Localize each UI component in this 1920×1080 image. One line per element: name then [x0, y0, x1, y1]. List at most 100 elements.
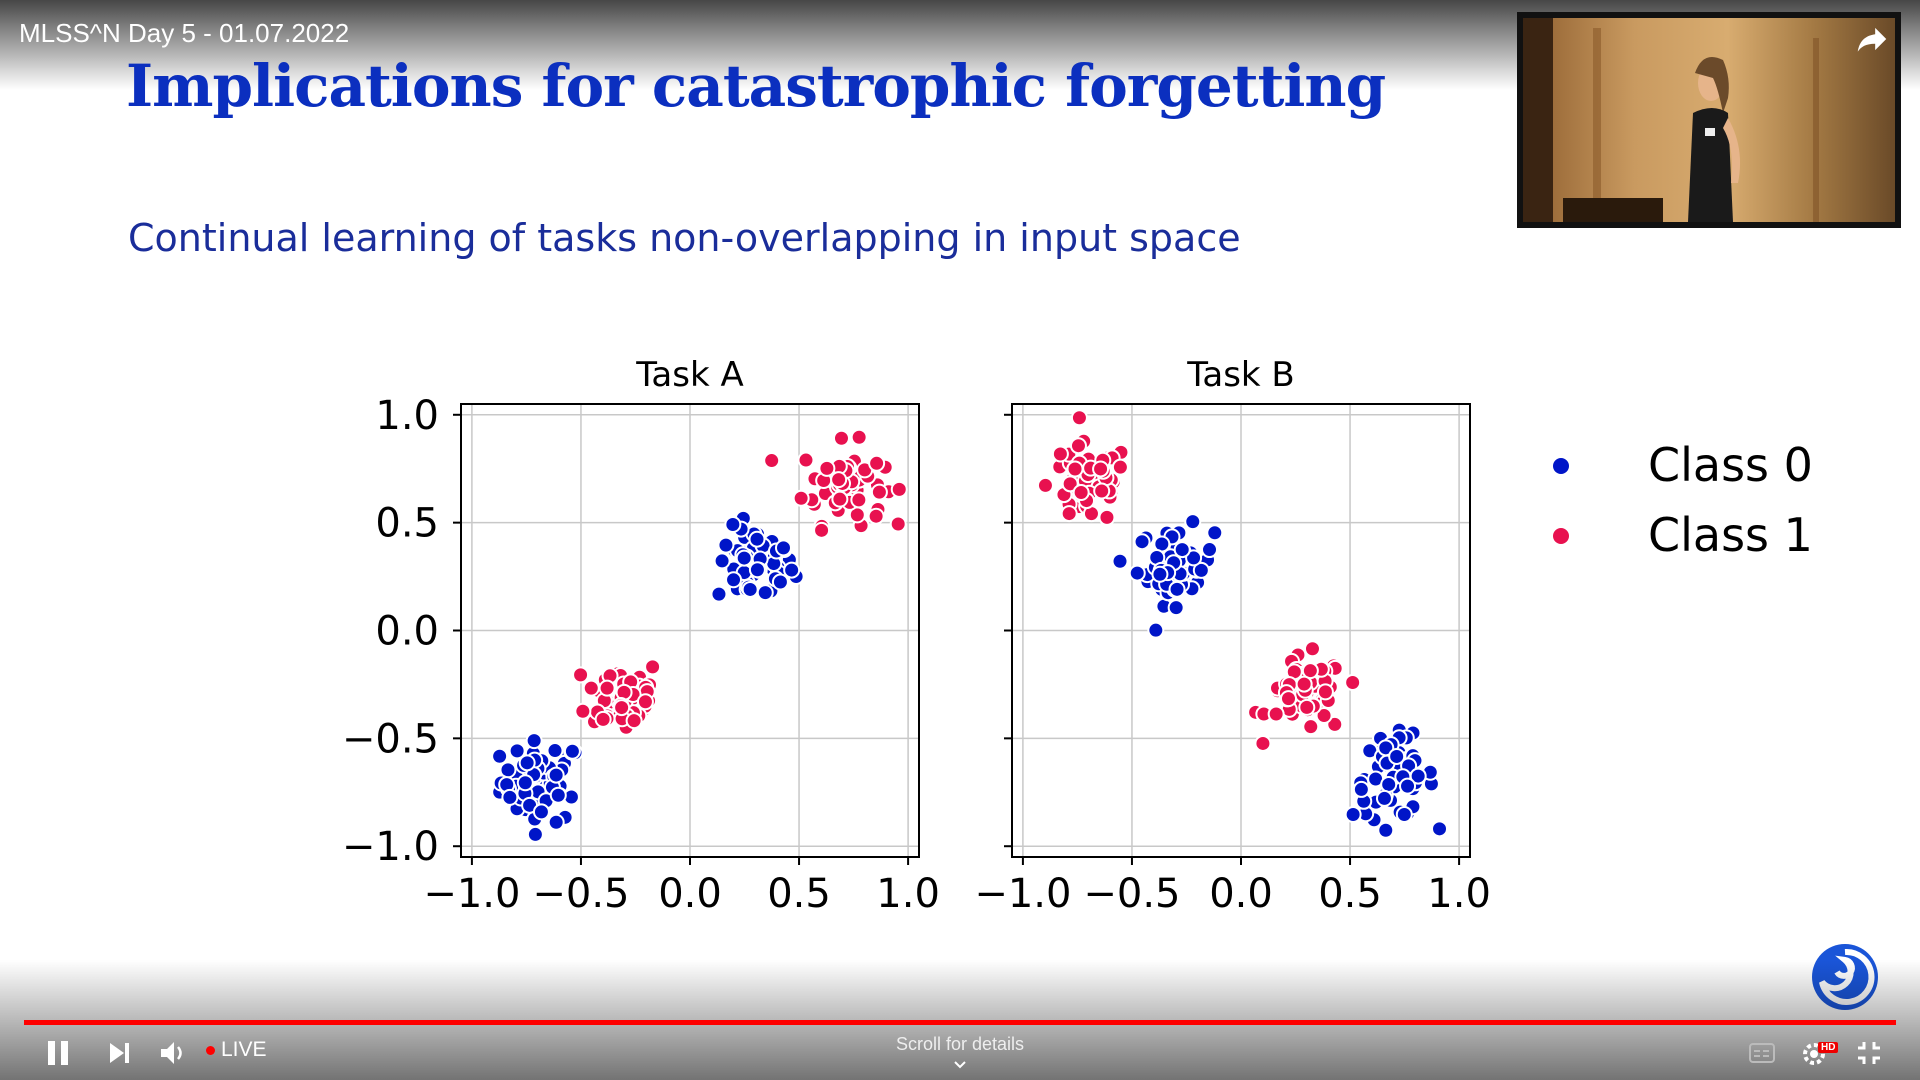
video-title: MLSS^N Day 5 - 01.07.2022 [19, 18, 350, 48]
scatter-point-class-0 [1377, 821, 1395, 839]
scatter-point-class-0 [1192, 561, 1210, 579]
scatter-point-class-1 [870, 483, 888, 501]
scatter-point-class-1 [572, 666, 590, 684]
scatter-point-class-1 [1093, 482, 1111, 500]
scatter-point-class-1 [1061, 475, 1079, 493]
scatter-point-class-0 [717, 536, 735, 554]
data-points [1036, 409, 1449, 839]
scatter-point-class-0 [508, 742, 526, 760]
y-tick-label: −0.5 [342, 716, 439, 762]
scatter-point-class-1 [830, 471, 848, 489]
exit-fullscreen-icon[interactable] [1856, 1040, 1882, 1066]
progress-bar[interactable] [24, 1020, 1896, 1025]
scatter-point-class-0 [1201, 541, 1219, 559]
scatter-point-class-1 [850, 428, 868, 446]
scatter-point-class-0 [748, 561, 766, 579]
x-tick-label: 0.0 [658, 871, 722, 917]
x-tick-label: −1.0 [423, 871, 520, 917]
scatter-point-class-1 [1344, 674, 1362, 692]
share-icon[interactable] [1853, 20, 1891, 58]
scatter-point-class-1 [1267, 705, 1285, 723]
scatter-point-class-0 [741, 580, 759, 598]
scatter-point-class-1 [797, 451, 815, 469]
scatter-point-class-1 [1303, 640, 1321, 658]
scatter-point-class-1 [1051, 445, 1069, 463]
pause-icon[interactable] [44, 1038, 72, 1068]
live-label: LIVE [221, 1038, 267, 1061]
next-icon[interactable] [106, 1040, 132, 1066]
scatter-point-class-1 [1298, 698, 1316, 716]
scatter-point-class-1 [1098, 508, 1116, 526]
scatter-point-class-0 [713, 552, 731, 570]
scatter-point-class-0 [491, 747, 509, 765]
chart-title: Task B [1186, 355, 1295, 395]
captions-icon[interactable] [1748, 1042, 1776, 1064]
scatter-point-class-0 [516, 774, 534, 792]
scatter-point-class-0 [1395, 805, 1413, 823]
y-tick-label: 1.0 [375, 393, 439, 439]
scatter-point-class-0 [1352, 780, 1370, 798]
scatter-point-class-0 [532, 803, 550, 821]
scatter-point-class-1 [1280, 690, 1298, 708]
scatter-point-class-0 [547, 813, 565, 831]
scatter-point-class-0 [1168, 580, 1186, 598]
scatter-point-class-1 [1070, 409, 1088, 427]
scatter-point-class-1 [1315, 707, 1333, 725]
scatter-point-class-0 [546, 742, 564, 760]
scatter-point-class-0 [783, 561, 801, 579]
scatter-point-class-1 [813, 521, 831, 539]
scatter-point-class-0 [563, 742, 581, 760]
scatter-point-class-1 [582, 679, 600, 697]
y-tick-label: −1.0 [342, 824, 439, 870]
scatter-point-class-1 [1066, 460, 1084, 478]
scatter-point-class-0 [1344, 805, 1362, 823]
scatter-point-class-0 [1133, 533, 1151, 551]
scatter-point-class-0 [549, 786, 567, 804]
scatter-point-class-1 [889, 515, 907, 533]
scatter-point-class-1 [1301, 662, 1319, 680]
scatter-point-class-0 [1147, 621, 1165, 639]
scroll-for-details[interactable]: Scroll for details [860, 1034, 1060, 1076]
settings-button[interactable]: HD [1800, 1038, 1840, 1068]
scatter-point-class-1 [1302, 718, 1320, 736]
scatter-point-class-1 [625, 712, 643, 730]
scatter-point-class-0 [1409, 767, 1427, 785]
scatter-point-class-0 [547, 766, 565, 784]
chart-legend: Class 0 Class 1 [1553, 438, 1813, 562]
scatter-point-class-1 [613, 699, 631, 717]
scatter-point-class-1 [1316, 683, 1334, 701]
chart-title: Task A [635, 355, 743, 395]
scatter-point-class-1 [1254, 734, 1272, 752]
live-indicator[interactable]: LIVE [206, 1038, 267, 1062]
scatter-point-class-0 [1431, 820, 1449, 838]
legend-marker [1553, 528, 1569, 544]
hd-badge: HD [1818, 1042, 1839, 1053]
x-tick-label: 1.0 [876, 871, 940, 917]
scatter-point-class-1 [867, 507, 885, 525]
scatter-point-class-0 [1173, 541, 1191, 559]
scatter-point-class-1 [792, 489, 810, 507]
scatter-point-class-1 [598, 679, 616, 697]
scroll-for-details-label: Scroll for details [895, 1034, 1025, 1054]
chart-task-b: −1.0 −0.5 0.0 0.5 1.0 Task B [974, 355, 1491, 917]
scatter-point-class-1 [574, 702, 592, 720]
scatter-point-class-1 [644, 658, 662, 676]
scatter-point-class-1 [1072, 484, 1090, 502]
scatter-point-class-1 [868, 454, 886, 472]
y-tick-label: 0.0 [375, 609, 439, 655]
scatter-point-class-1 [1069, 437, 1087, 455]
scatter-point-class-0 [526, 825, 544, 843]
scatter-point-class-0 [1185, 549, 1203, 567]
scatter-point-class-0 [525, 732, 543, 750]
x-tick-label: 0.5 [1318, 871, 1382, 917]
scatter-point-class-0 [518, 754, 536, 772]
legend-label: Class 0 [1648, 438, 1813, 492]
scatter-point-class-0 [756, 584, 774, 602]
scatter-point-class-0 [1388, 747, 1406, 765]
chevron-down-icon [954, 1061, 966, 1069]
x-tick-label: 0.5 [767, 871, 831, 917]
volume-icon[interactable] [158, 1038, 188, 1068]
speaker-figure [1523, 18, 1819, 222]
scatter-point-class-0 [1380, 775, 1398, 793]
scatter-point-class-0 [748, 530, 766, 548]
